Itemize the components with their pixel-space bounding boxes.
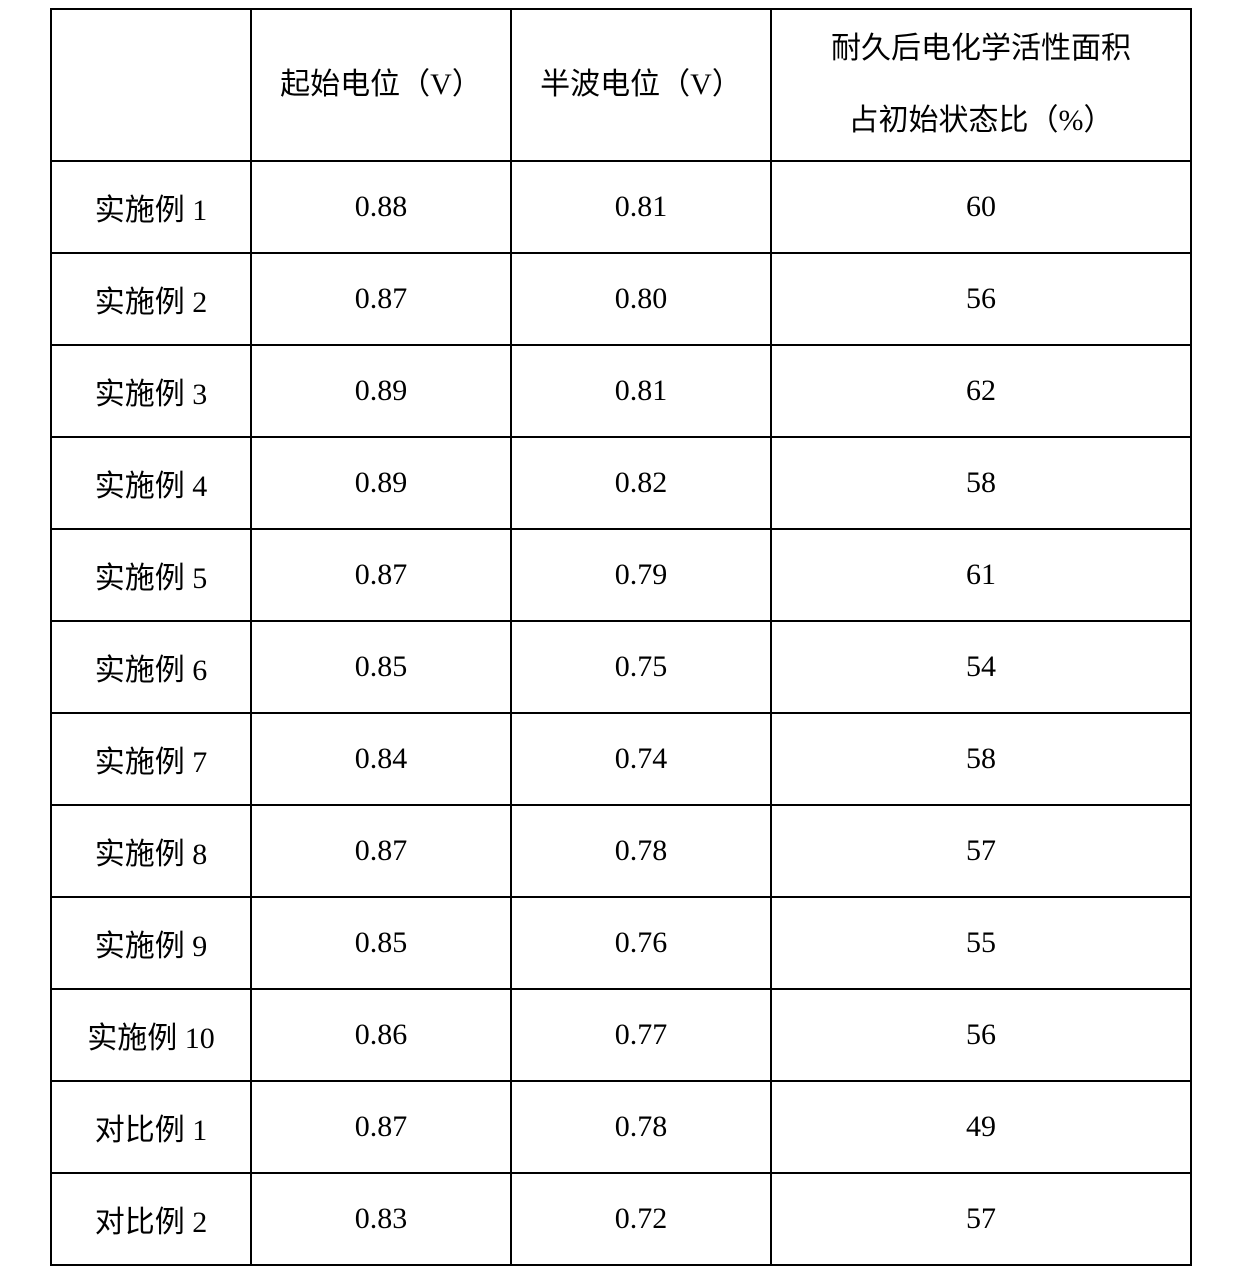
- table-row: 实施例 9 0.85 0.76 55: [51, 897, 1191, 989]
- table-row: 实施例 4 0.89 0.82 58: [51, 437, 1191, 529]
- cell-ecsa: 58: [771, 437, 1191, 529]
- cell-ecsa: 58: [771, 713, 1191, 805]
- cell-label: 实施例 6: [51, 621, 251, 713]
- cell-label: 实施例 5: [51, 529, 251, 621]
- cell-onset: 0.85: [251, 621, 511, 713]
- table-row: 实施例 1 0.88 0.81 60: [51, 161, 1191, 253]
- cell-ecsa: 49: [771, 1081, 1191, 1173]
- cell-onset: 0.87: [251, 253, 511, 345]
- cell-onset: 0.83: [251, 1173, 511, 1265]
- table-row: 实施例 5 0.87 0.79 61: [51, 529, 1191, 621]
- cell-label: 实施例 7: [51, 713, 251, 805]
- cell-label: 实施例 8: [51, 805, 251, 897]
- cell-label: 实施例 9: [51, 897, 251, 989]
- table-row: 实施例 6 0.85 0.75 54: [51, 621, 1191, 713]
- cell-onset: 0.89: [251, 437, 511, 529]
- cell-halfwave: 0.82: [511, 437, 771, 529]
- cell-ecsa: 62: [771, 345, 1191, 437]
- table-row: 实施例 7 0.84 0.74 58: [51, 713, 1191, 805]
- cell-halfwave: 0.81: [511, 345, 771, 437]
- cell-onset: 0.89: [251, 345, 511, 437]
- cell-onset: 0.86: [251, 989, 511, 1081]
- table-row: 对比例 2 0.83 0.72 57: [51, 1173, 1191, 1265]
- table-body: 实施例 1 0.88 0.81 60 实施例 2 0.87 0.80 56 实施…: [51, 161, 1191, 1265]
- cell-halfwave: 0.79: [511, 529, 771, 621]
- table-row: 实施例 8 0.87 0.78 57: [51, 805, 1191, 897]
- cell-onset: 0.87: [251, 805, 511, 897]
- cell-label: 对比例 1: [51, 1081, 251, 1173]
- cell-halfwave: 0.75: [511, 621, 771, 713]
- page: 起始电位（V） 半波电位（V） 耐久后电化学活性面积 占初始状态比（%） 实施例…: [0, 0, 1240, 1286]
- cell-label: 实施例 10: [51, 989, 251, 1081]
- cell-onset: 0.87: [251, 529, 511, 621]
- col-header-ecsa-line1: 耐久后电化学活性面积: [772, 13, 1190, 85]
- cell-onset: 0.87: [251, 1081, 511, 1173]
- cell-halfwave: 0.74: [511, 713, 771, 805]
- table-row: 实施例 3 0.89 0.81 62: [51, 345, 1191, 437]
- cell-ecsa: 54: [771, 621, 1191, 713]
- table-row: 实施例 10 0.86 0.77 56: [51, 989, 1191, 1081]
- cell-onset: 0.84: [251, 713, 511, 805]
- cell-label: 对比例 2: [51, 1173, 251, 1265]
- cell-label: 实施例 3: [51, 345, 251, 437]
- cell-label: 实施例 4: [51, 437, 251, 529]
- cell-onset: 0.88: [251, 161, 511, 253]
- cell-ecsa: 57: [771, 805, 1191, 897]
- cell-ecsa: 60: [771, 161, 1191, 253]
- results-table: 起始电位（V） 半波电位（V） 耐久后电化学活性面积 占初始状态比（%） 实施例…: [50, 8, 1192, 1266]
- col-header-halfwave-potential: 半波电位（V）: [511, 9, 771, 161]
- col-header-blank: [51, 9, 251, 161]
- cell-halfwave: 0.81: [511, 161, 771, 253]
- table-header-row: 起始电位（V） 半波电位（V） 耐久后电化学活性面积 占初始状态比（%）: [51, 9, 1191, 161]
- table-row: 实施例 2 0.87 0.80 56: [51, 253, 1191, 345]
- col-header-ecsa-ratio: 耐久后电化学活性面积 占初始状态比（%）: [771, 9, 1191, 161]
- cell-ecsa: 55: [771, 897, 1191, 989]
- col-header-onset-potential: 起始电位（V）: [251, 9, 511, 161]
- cell-halfwave: 0.78: [511, 805, 771, 897]
- cell-ecsa: 56: [771, 989, 1191, 1081]
- cell-ecsa: 57: [771, 1173, 1191, 1265]
- cell-halfwave: 0.80: [511, 253, 771, 345]
- cell-halfwave: 0.72: [511, 1173, 771, 1265]
- cell-halfwave: 0.78: [511, 1081, 771, 1173]
- cell-ecsa: 56: [771, 253, 1191, 345]
- cell-label: 实施例 1: [51, 161, 251, 253]
- cell-label: 实施例 2: [51, 253, 251, 345]
- cell-halfwave: 0.77: [511, 989, 771, 1081]
- cell-ecsa: 61: [771, 529, 1191, 621]
- table-row: 对比例 1 0.87 0.78 49: [51, 1081, 1191, 1173]
- cell-onset: 0.85: [251, 897, 511, 989]
- col-header-ecsa-line2: 占初始状态比（%）: [772, 85, 1190, 157]
- cell-halfwave: 0.76: [511, 897, 771, 989]
